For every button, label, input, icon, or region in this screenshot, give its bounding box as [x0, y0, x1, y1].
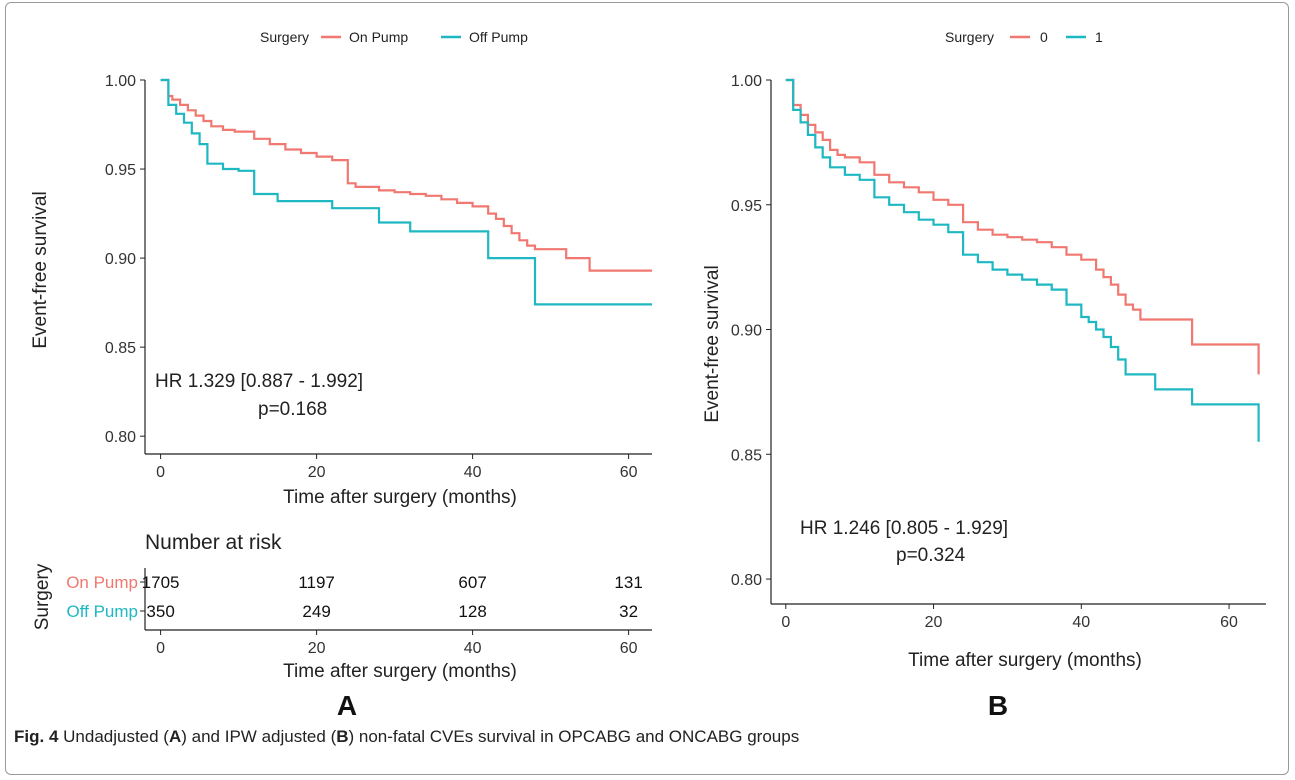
legend-b-entry-0: 0: [1040, 29, 1048, 45]
panel-b-xtick-label: 60: [1220, 614, 1238, 631]
panel-label-a: A: [337, 690, 357, 721]
panel-b-xtick-label: 20: [925, 614, 943, 631]
caption-b: B: [336, 727, 349, 746]
caption-a: A: [168, 727, 182, 746]
legend-b-entry-1: 1: [1095, 29, 1103, 45]
risk-table-xtick-label: 0: [156, 640, 165, 657]
risk-table-xtick-label: 40: [464, 640, 482, 657]
panel-a-series-red-line: [160, 78, 652, 272]
panel-b-ytick-label: 0.85: [731, 447, 762, 464]
panel-a-ytick-label: 0.80: [105, 429, 136, 446]
chart-marks: 0.80 0.85 0.90 0.95 1.00 0 20 40 60 0 20 40 60 1705 11…: [105, 73, 1266, 657]
risk-table-cell: 131: [614, 573, 642, 592]
panel-b-ytick-label: 0.95: [731, 198, 762, 215]
figure-frame: [5, 2, 1289, 775]
panel-b-series-red-line: [785, 78, 1260, 375]
panel-a-ylabel: Event-free survival: [30, 191, 51, 348]
risk-row-label-off-pump: Off Pump: [67, 602, 139, 621]
panel-b-ytick-label: 0.90: [731, 323, 762, 340]
risk-table-cell: 128: [458, 602, 486, 621]
panel-b-ytick-label: 1.00: [731, 73, 762, 90]
risk-table-xtick-label: 20: [308, 640, 326, 657]
risk-table-ylabel: Surgery: [32, 563, 53, 630]
figure-caption: Fig. 4 Undadjusted (A) and IPW adjusted …: [14, 727, 799, 747]
panel-a-p-text: p=0.168: [258, 399, 327, 420]
panel-a-ytick-label: 0.95: [105, 162, 136, 179]
legend-a-title: Surgery: [260, 29, 309, 45]
legend-b: Surgery 0 1: [945, 29, 1103, 45]
panel-b-ylabel: Event-free survival: [702, 265, 723, 422]
panel-a-xtick-label: 40: [464, 464, 482, 481]
caption-text-2: ) and IPW adjusted (: [181, 727, 337, 746]
risk-table-cell: 350: [146, 602, 174, 621]
risk-table-cell: 249: [302, 602, 330, 621]
panel-b-series-teal-line: [785, 78, 1260, 442]
panel-b-xlabel: Time after surgery (months): [908, 650, 1142, 671]
panel-a-hr-text: HR 1.329 [0.887 - 1.992]: [155, 371, 363, 392]
panel-b-hr-text: HR 1.246 [0.805 - 1.929]: [800, 518, 1008, 539]
panel-b-xtick-label: 40: [1072, 614, 1090, 631]
risk-table-xlabel: Time after surgery (months): [283, 661, 517, 682]
panel-b-p-text: p=0.324: [896, 545, 966, 566]
panel-a-xlabel: Time after surgery (months): [283, 487, 517, 508]
panel-a-xtick-label: 20: [308, 464, 326, 481]
legend-a: Surgery On Pump Off Pump: [260, 29, 528, 45]
risk-table-xtick-label: 60: [620, 640, 638, 657]
panel-b-xtick-label: 0: [781, 614, 790, 631]
panel-a-ytick-label: 0.85: [105, 340, 136, 357]
legend-a-entry-0: On Pump: [349, 29, 408, 45]
risk-table-cell: 1705: [142, 573, 180, 592]
legend-a-entry-1: Off Pump: [469, 29, 528, 45]
panel-b-ytick-label: 0.80: [731, 572, 762, 589]
risk-table-cell: 607: [458, 573, 486, 592]
caption-fig-label: Fig. 4: [14, 727, 59, 746]
caption-text-3: ) non-fatal CVEs survival in OPCABG and …: [348, 727, 800, 746]
risk-table-cell: 1197: [298, 573, 335, 592]
panel-a-xtick-label: 60: [620, 464, 638, 481]
panel-a-xtick-label: 0: [156, 464, 165, 481]
panel-a-series-teal-line: [160, 78, 652, 306]
panel-label-b: B: [988, 690, 1008, 721]
risk-table-cell: 32: [619, 602, 638, 621]
caption-text-1: Undadjusted (: [58, 727, 169, 746]
risk-table-title: Number at risk: [145, 531, 282, 554]
panel-a-ytick-label: 0.90: [105, 251, 136, 268]
risk-row-label-on-pump: On Pump: [66, 573, 138, 592]
legend-b-title: Surgery: [945, 29, 994, 45]
panel-a-ytick-label: 1.00: [105, 73, 136, 90]
